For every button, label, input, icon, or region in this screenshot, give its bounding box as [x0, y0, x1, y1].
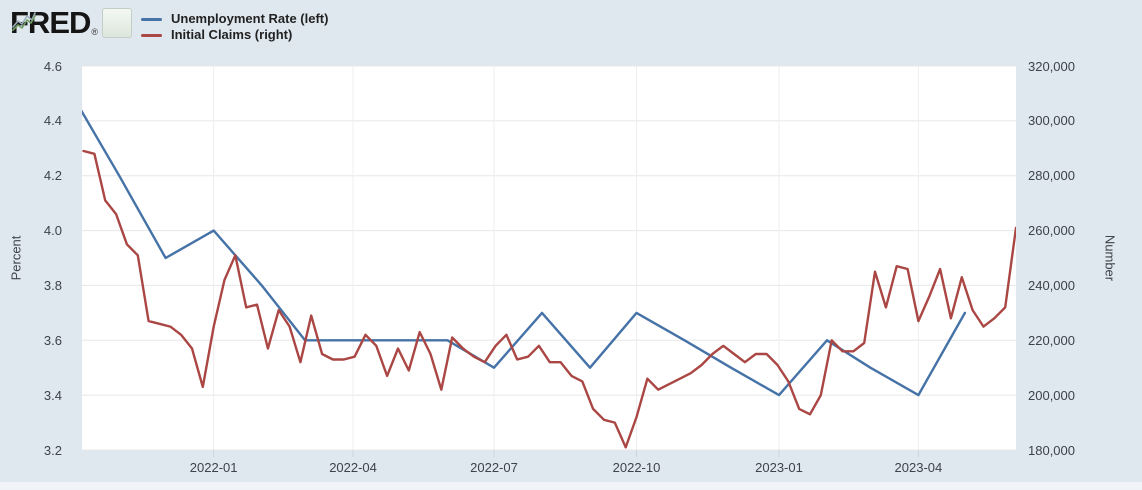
x-axis-tick: 2022-04: [329, 460, 377, 475]
legend-line-swatch: [141, 17, 162, 21]
fred-sparkline-icon: [12, 8, 133, 38]
left-axis-tick: 4.0: [43, 223, 62, 239]
left-axis-tick: 3.4: [43, 387, 62, 403]
right-axis-tick: 200,000: [1028, 387, 1075, 403]
right-axis-tick: 220,000: [1028, 332, 1075, 348]
unemployment-rate-line[interactable]: [71, 93, 967, 397]
left-axis-tick: 4.2: [43, 168, 62, 184]
x-axis-tick: 2023-04: [894, 460, 943, 475]
right-axis-tick: 180,000: [1028, 442, 1075, 458]
right-axis-tick: 260,000: [1028, 223, 1075, 239]
legend-item: Initial Claims (right): [141, 28, 328, 42]
left-axis-tick: 3.8: [43, 277, 62, 293]
x-axis-tick: 2022-10: [612, 460, 661, 475]
x-axis-tick: 2022-07: [470, 460, 518, 475]
right-axis-tick: 320,000: [1028, 58, 1075, 74]
chart-plot-area[interactable]: [82, 66, 1016, 450]
right-axis-title: Number: [1102, 234, 1118, 282]
left-axis-tick: 3.2: [43, 442, 62, 458]
left-axis-title: Percent: [8, 235, 24, 281]
x-axis-tick: 2022-01: [189, 460, 238, 475]
legend-line-swatch: [141, 33, 162, 37]
registered-trademark: ®: [91, 27, 99, 37]
left-axis-tick: 3.6: [43, 332, 62, 348]
left-axis-tick: 4.6: [43, 58, 62, 74]
chart-legend: Unemployment Rate (left) Initial Claims (…: [141, 12, 328, 42]
fred-logo-link[interactable]: FRED ®: [10, 6, 133, 40]
left-axis-tick: 4.4: [43, 113, 62, 129]
right-axis-tick: 280,000: [1028, 168, 1075, 184]
legend-item: Unemployment Rate (left): [141, 12, 328, 26]
x-axis-tick: 2023-01: [755, 460, 803, 475]
legend-label: Initial Claims (right): [171, 27, 293, 42]
bottom-strip: [0, 482, 1142, 490]
right-axis-tick: 240,000: [1028, 277, 1075, 293]
right-axis-tick: 300,000: [1028, 113, 1075, 129]
legend-label: Unemployment Rate (left): [171, 11, 329, 26]
initial-claims-line[interactable]: [82, 149, 1017, 449]
